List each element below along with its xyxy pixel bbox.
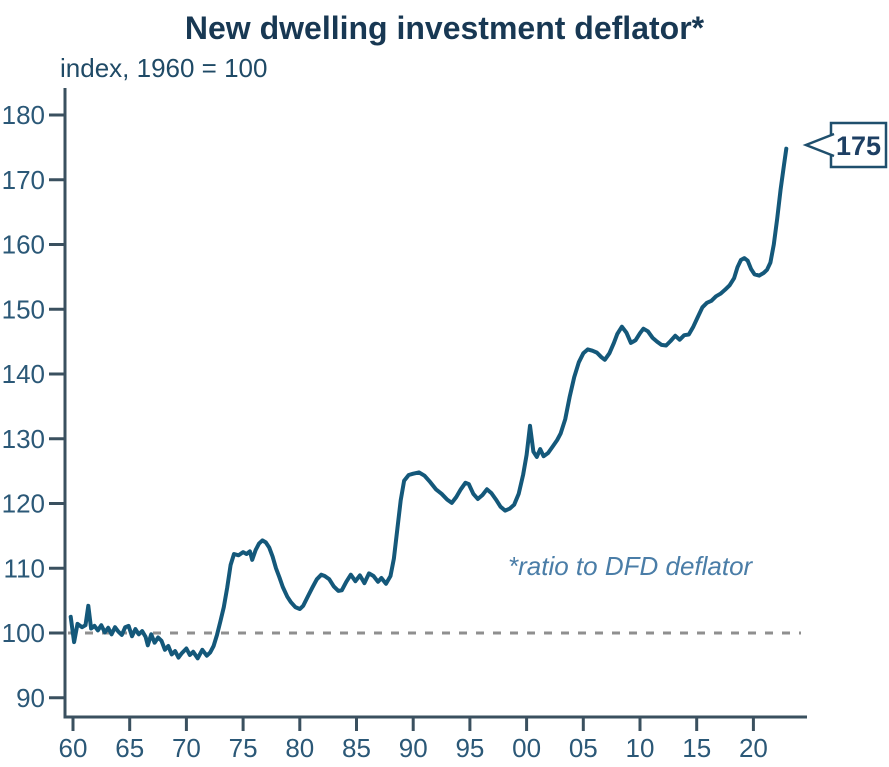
y-tick-label: 100	[2, 618, 45, 648]
x-tick-label: 80	[285, 733, 314, 763]
callout-pointer	[802, 132, 835, 158]
data-line	[68, 146, 789, 661]
callout-box	[829, 121, 888, 169]
x-tick-label: 70	[172, 733, 201, 763]
x-tick-label: 75	[229, 733, 258, 763]
x-tick-label: 05	[569, 733, 598, 763]
chart-title: New dwelling investment deflator*	[184, 10, 705, 46]
footnote-annotation: *ratio to DFD deflator	[508, 551, 753, 581]
x-tick-label: 90	[399, 733, 428, 763]
x-tick-label: 85	[342, 733, 371, 763]
callout-label: 175	[836, 131, 881, 161]
y-tick-label: 140	[2, 359, 45, 389]
y-tick-label: 90	[16, 683, 45, 713]
y-tick-label: 130	[2, 424, 45, 454]
x-tick-label: 95	[455, 733, 484, 763]
x-tick-label: 60	[59, 733, 88, 763]
y-tick-label: 110	[4, 553, 45, 583]
chart-subtitle: index, 1960 = 100	[60, 53, 268, 83]
y-tick-label: 180	[2, 100, 45, 130]
x-tick-label: 20	[739, 733, 768, 763]
x-tick-label: 15	[682, 733, 711, 763]
x-tick-label: 00	[512, 733, 541, 763]
y-tick-label: 120	[2, 489, 45, 519]
y-tick-label: 150	[2, 294, 45, 324]
y-tick-label: 170	[2, 165, 45, 195]
x-tick-label: 10	[626, 733, 655, 763]
x-tick-label: 65	[115, 733, 144, 763]
y-tick-label: 160	[2, 230, 45, 260]
